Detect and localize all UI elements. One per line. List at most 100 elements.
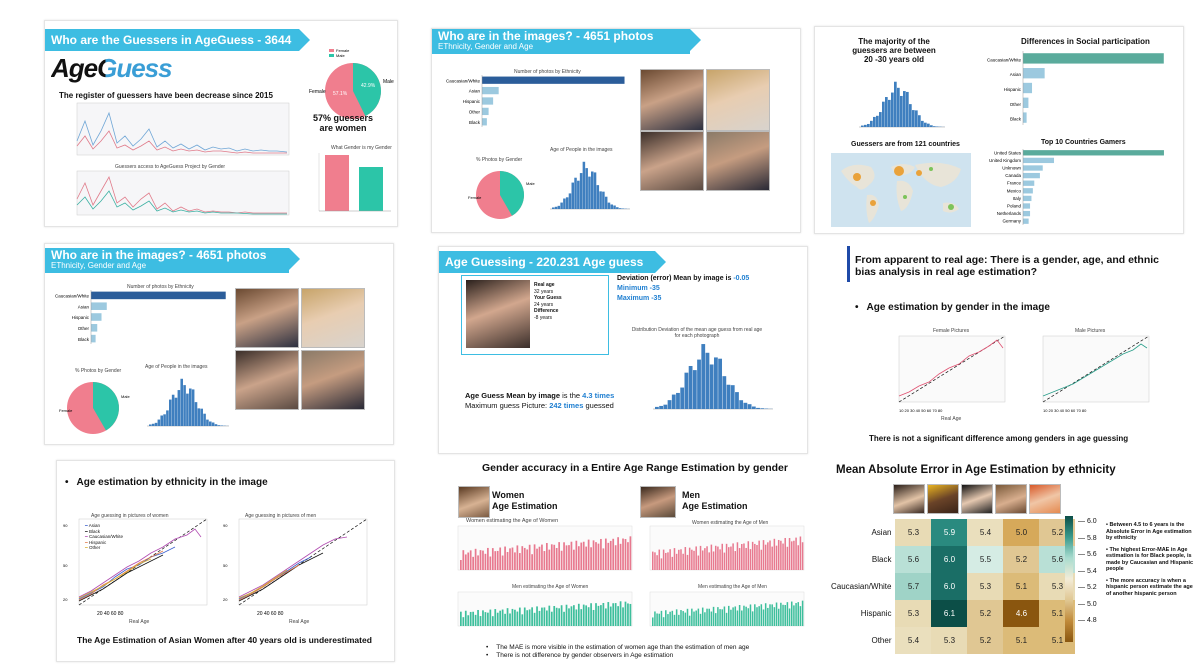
accuracy-bar — [565, 604, 568, 626]
mae-title: Mean Absolute Error in Age Estimation by… — [836, 464, 1116, 476]
svg-text:Male: Male — [526, 181, 535, 186]
max-text: Maximum -35 — [617, 295, 662, 302]
women-avatar — [458, 486, 490, 518]
accuracy-bar — [523, 547, 526, 570]
accuracy-bar — [790, 541, 793, 570]
accuracy-bar — [464, 610, 467, 626]
mae-colorbar — [1065, 516, 1073, 642]
men-estimating-men-bars — [649, 591, 805, 627]
bar — [1023, 210, 1031, 217]
hist-bar — [924, 122, 927, 127]
panel-age-guessing: Age Guessing - 220.231 Age guess Real ag… — [438, 246, 808, 454]
bar — [1023, 97, 1029, 108]
xlabel-men: Real Age — [289, 619, 310, 625]
women-pct-text: 57% guessers are women — [312, 113, 374, 133]
bias-bullet: Age estimation by gender in the image — [855, 302, 1050, 313]
accuracy-bar — [487, 612, 489, 626]
accuracy-bar — [489, 556, 492, 570]
accuracy-bar — [660, 558, 663, 570]
heatmap-cell: 5.0 — [1003, 519, 1040, 546]
accuracy-bar — [712, 551, 715, 570]
accuracy-bar — [695, 546, 697, 570]
hist-bar — [756, 407, 760, 409]
accuracy-bar — [680, 610, 682, 626]
accuracy-bar — [462, 617, 465, 626]
hist-bar — [906, 91, 909, 127]
accuracy-bar — [477, 555, 479, 570]
accuracy-bar — [518, 553, 521, 570]
accuracy-bar — [697, 555, 700, 570]
svg-text:50: 50 — [223, 563, 228, 568]
accuracy-bar — [695, 610, 697, 626]
accuracy-bar — [654, 552, 656, 570]
accuracy-bar — [553, 606, 556, 626]
accuracy-bar — [743, 605, 745, 626]
accuracy-bar — [751, 611, 754, 626]
accuracy-bar — [734, 551, 737, 570]
accuracy-bar — [745, 606, 747, 626]
bias-accent-bar — [847, 246, 850, 282]
accuracy-bar — [627, 603, 629, 626]
accuracy-bar — [717, 546, 719, 570]
accuracy-bar — [652, 617, 654, 626]
bar — [91, 302, 107, 310]
svg-text:20: 20 — [223, 597, 228, 602]
bar — [482, 118, 487, 126]
men-chart-title: Age guessing in pictures of men — [245, 513, 317, 519]
bar-label: Mexico — [1007, 188, 1022, 193]
accuracy-bar — [464, 554, 467, 570]
hist-bar — [876, 115, 879, 127]
accuracy-bar — [609, 606, 612, 626]
accuracy-bar — [607, 602, 610, 626]
hist-bar — [751, 406, 756, 409]
hist-bar — [882, 101, 885, 127]
accuracy-bar — [558, 608, 561, 626]
accuracy-bar — [575, 609, 578, 626]
hist-bar — [554, 206, 558, 209]
accuracy-bar — [673, 548, 676, 570]
accuracy-bar — [656, 555, 658, 570]
bar — [1023, 180, 1035, 186]
bar-label: Asian — [1010, 72, 1022, 77]
panel-ethnicity-estimation: Age estimation by ethnicity in the image… — [56, 460, 395, 662]
heatmap-row: Other 5.4 5.3 5.2 5.1 5.1 — [830, 627, 1076, 654]
face-black — [927, 484, 959, 514]
banner-images-1: Who are in the images? - 4651 photos EThn… — [432, 29, 701, 54]
hist-bar — [591, 171, 594, 209]
top-countries-bar-chart: United States United Kingdom Unknown Canada… — [989, 149, 1164, 225]
accuracy-bar — [656, 613, 658, 626]
accuracy-bar — [496, 550, 499, 570]
accuracy-bar — [624, 601, 627, 626]
bar-label: Other — [78, 326, 90, 331]
accuracy-bar — [538, 546, 541, 570]
panel-gender-accuracy: Gender accuracy in a Entire Age Range Es… — [442, 456, 810, 668]
accuracy-bar — [467, 552, 470, 570]
bar — [482, 76, 625, 84]
social-participation-bar-chart: Caucasian/White Asian Hispanic Other Black — [987, 51, 1164, 125]
bar-label: Asian — [469, 89, 481, 94]
hist-bar — [903, 91, 906, 127]
accuracy-bar — [667, 614, 669, 626]
top-countries-title: Top 10 Countries Gamers — [1041, 139, 1126, 146]
card-diff-value: -8 years — [534, 314, 553, 321]
deviation-histogram — [653, 344, 773, 410]
w-of-w-title: Women estimating the Age of Women — [466, 518, 559, 524]
accuracy-bar — [669, 611, 671, 626]
card-real-label: Real age — [534, 282, 555, 288]
accuracy-bar — [482, 550, 484, 570]
hist-bar — [151, 423, 155, 426]
accuracy-bar — [801, 542, 804, 570]
hist-bar — [701, 344, 706, 409]
accuracy-bar — [619, 543, 622, 570]
heatmap-cell: 5.6 — [895, 546, 932, 573]
bar — [1023, 188, 1033, 194]
accuracy-bar — [573, 549, 575, 570]
accuracy-bar — [494, 551, 497, 570]
hist-bar — [171, 394, 175, 426]
bar — [1023, 53, 1164, 64]
accuracy-bar — [590, 603, 592, 626]
accuracy-bar — [600, 605, 602, 626]
accuracy-bar — [738, 548, 741, 570]
accuracy-bar — [555, 607, 558, 626]
accuracy-bar — [745, 547, 747, 570]
